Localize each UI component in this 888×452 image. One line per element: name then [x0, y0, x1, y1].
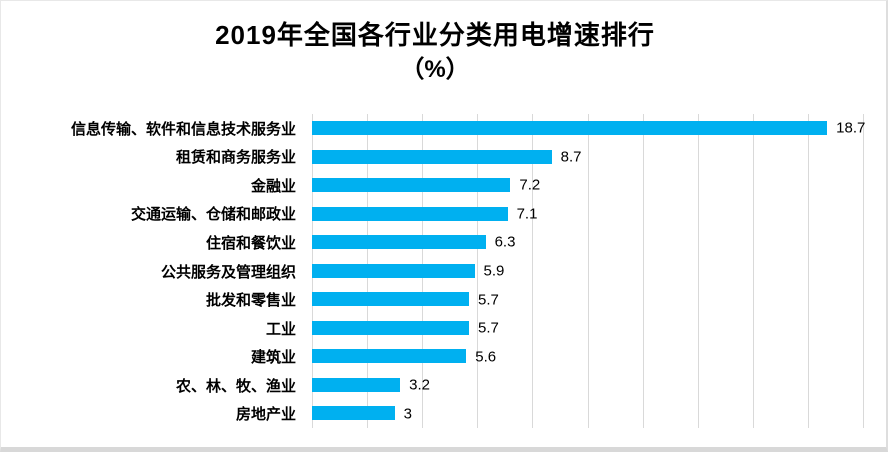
bar	[312, 235, 486, 250]
bar	[312, 292, 470, 307]
value-label: 7.2	[519, 176, 541, 194]
bar	[312, 406, 395, 421]
bar	[312, 377, 401, 392]
bar-row: 18.7	[312, 114, 866, 143]
value-label: 8.7	[560, 148, 582, 166]
plot-area: 18.7 8.7 7.2 7.1 6.3 5.9 5.7 5.7 5.6 3.2 3	[312, 114, 866, 428]
gridline	[642, 114, 644, 428]
gridline	[587, 114, 589, 428]
bar-row: 7.2	[312, 171, 863, 200]
value-label: 5.7	[478, 291, 499, 309]
bar	[312, 178, 511, 193]
bar	[312, 206, 508, 221]
bar-row: 3.2	[312, 371, 863, 400]
category-label: 住宿和餐饮业	[205, 235, 296, 252]
bar	[312, 320, 470, 335]
value-label: 3.2	[409, 376, 431, 394]
category-label: 信息传输、软件和信息技术服务业	[70, 121, 296, 138]
bar-row: 6.3	[312, 228, 863, 257]
category-label: 公共服务及管理组织	[160, 264, 296, 281]
gridline	[807, 114, 809, 428]
category-label: 批发和零售业	[205, 293, 296, 310]
category-label: 农、林、牧、渔业	[175, 378, 296, 395]
gridline	[697, 114, 699, 428]
category-label: 租赁和商务服务业	[175, 150, 296, 167]
chart-title-line1: 2019年全国各行业分类用电增速排行	[215, 20, 655, 50]
bar	[312, 149, 552, 164]
category-label: 金融业	[250, 178, 296, 195]
bar-row: 7.1	[312, 200, 863, 229]
bars-layer: 18.7 8.7 7.2 7.1 6.3 5.9 5.7 5.7 5.6 3.2 3	[312, 114, 866, 428]
gridline	[477, 114, 479, 428]
value-label: 3	[403, 405, 412, 423]
chart-title: 2019年全国各行业分类用电增速排行 （%）	[1, 17, 869, 87]
bar-row: 5.6	[312, 342, 863, 371]
value-label: 5.9	[483, 262, 505, 280]
gridline	[752, 114, 754, 428]
gridline	[863, 114, 864, 428]
value-label: 6.3	[494, 233, 516, 251]
category-label: 工业	[265, 321, 296, 338]
category-label: 建筑业	[250, 350, 296, 367]
gridline	[532, 114, 534, 428]
bar	[312, 121, 828, 135]
bar-row: 5.7	[312, 285, 863, 314]
bar-row: 8.7	[312, 143, 863, 172]
category-axis: 信息传输、软件和信息技术服务业租赁和商务服务业金融业交通运输、仓储和邮政业住宿和…	[1, 114, 304, 428]
bar-row: 5.7	[312, 314, 863, 343]
bar	[312, 349, 467, 364]
category-label: 交通运输、仓储和邮政业	[130, 207, 296, 224]
value-label: 5.6	[475, 348, 497, 366]
value-label: 5.7	[478, 319, 499, 337]
bar-row: 3	[312, 399, 863, 428]
chart-title-line2: （%）	[400, 56, 470, 83]
bar-row: 5.9	[312, 257, 863, 286]
bar	[312, 263, 475, 278]
value-label: 18.7	[836, 119, 866, 137]
value-label: 7.1	[516, 205, 538, 223]
category-label: 房地产业	[235, 407, 296, 424]
